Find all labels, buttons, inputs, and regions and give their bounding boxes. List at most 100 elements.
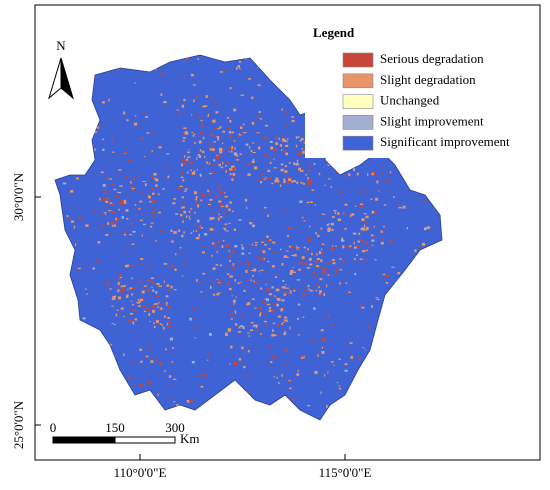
speckle (247, 266, 250, 268)
speckle (362, 347, 365, 349)
speckle (249, 146, 251, 149)
speckle (231, 149, 233, 153)
speckle (127, 319, 132, 322)
speckle (141, 263, 145, 265)
speckle (246, 163, 250, 166)
speckle (119, 203, 123, 205)
speckle (131, 243, 135, 245)
speckle (163, 263, 168, 265)
speckle (299, 139, 303, 142)
speckle (361, 227, 364, 230)
speckle (344, 227, 347, 230)
speckle (238, 358, 242, 361)
speckle (301, 148, 304, 150)
speckle (280, 308, 283, 312)
speckle (143, 285, 147, 287)
speckle (193, 326, 195, 330)
speckle (154, 303, 158, 305)
speckle (243, 132, 247, 134)
speckle (115, 195, 119, 197)
speckle (257, 179, 261, 181)
speckle (200, 227, 204, 229)
speckle (140, 137, 144, 141)
speckle (340, 190, 343, 194)
speckle (332, 262, 336, 265)
speckle (319, 266, 321, 269)
speckle (230, 318, 233, 320)
speckle (166, 322, 168, 326)
speckle (238, 133, 242, 136)
speckle (233, 228, 236, 231)
speckle (252, 274, 254, 277)
speckle (356, 245, 360, 248)
speckle (299, 200, 303, 203)
speckle (285, 287, 289, 289)
speckle (189, 399, 193, 403)
speckle (264, 244, 267, 246)
speckle (110, 343, 112, 346)
speckle (338, 387, 342, 390)
speckle (188, 215, 191, 218)
speckle (297, 317, 299, 320)
speckle (242, 123, 245, 126)
speckle (128, 376, 131, 379)
speckle (202, 137, 204, 139)
speckle (297, 369, 299, 372)
speckle (338, 385, 340, 387)
speckle (296, 181, 299, 184)
speckle (265, 323, 268, 326)
speckle (115, 217, 119, 221)
speckle (219, 210, 221, 212)
speckle (251, 121, 255, 125)
speckle (153, 322, 155, 325)
speckle (262, 177, 266, 180)
speckle (102, 138, 105, 141)
speckle (293, 289, 296, 292)
speckle (137, 325, 139, 327)
speckle (278, 137, 280, 140)
speckle (298, 135, 300, 138)
speckle (150, 360, 154, 363)
speckle (397, 204, 400, 206)
speckle (137, 299, 140, 301)
speckle (212, 164, 215, 166)
speckle (239, 153, 242, 156)
speckle (102, 213, 105, 216)
speckle (146, 307, 149, 311)
speckle (132, 303, 134, 306)
speckle (322, 338, 326, 341)
speckle (286, 256, 289, 258)
speckle (131, 188, 135, 190)
speckle (199, 281, 202, 283)
speckle (309, 263, 313, 266)
speckle (130, 223, 132, 225)
speckle (204, 105, 208, 108)
speckle (307, 238, 311, 242)
speckle (330, 323, 333, 326)
speckle (115, 221, 118, 224)
speckle (307, 183, 312, 186)
speckle (219, 284, 222, 285)
speckle (327, 229, 331, 232)
north-label: N (56, 38, 66, 53)
speckle (183, 160, 185, 163)
speckle (119, 276, 122, 279)
speckle (154, 178, 156, 180)
lat-label: 25°0'0"N (11, 400, 26, 449)
speckle (248, 324, 250, 326)
speckle (362, 243, 365, 245)
speckle (224, 192, 226, 194)
speckle (127, 288, 129, 291)
legend: Legend Serious degradation Slight degrada… (305, 20, 537, 158)
speckle (217, 240, 219, 244)
speckle (260, 312, 262, 315)
speckle (198, 226, 202, 229)
speckle (229, 87, 232, 90)
speckle (287, 175, 290, 178)
speckle (254, 324, 258, 327)
speckle (194, 337, 196, 339)
speckle (197, 58, 199, 60)
speckle (202, 177, 205, 181)
speckle (204, 373, 208, 376)
speckle (127, 160, 130, 162)
